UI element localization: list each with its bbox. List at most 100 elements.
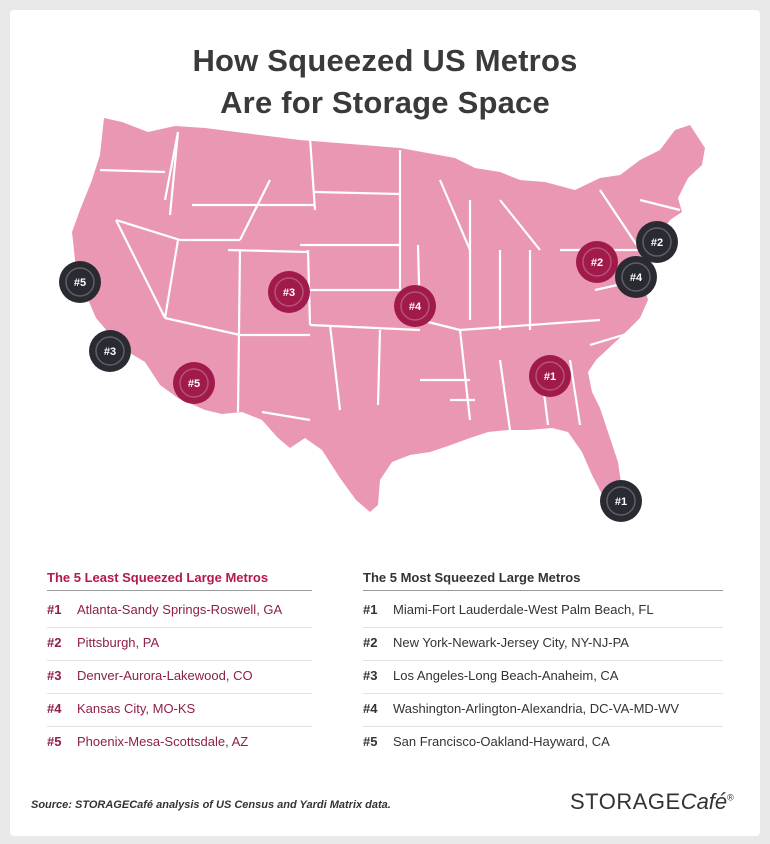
state-border-line <box>163 239 180 319</box>
registered-mark: ® <box>727 792 734 803</box>
marker-label: #5 <box>188 378 200 390</box>
marker-ring <box>268 271 310 313</box>
marker-label: #3 <box>283 287 295 299</box>
source-note: Source: STORAGECafé analysis of US Censu… <box>31 799 391 811</box>
metro-name: Los Angeles-Long Beach-Anaheim, CA <box>393 668 619 683</box>
state-border-line <box>499 199 541 251</box>
most-marker-2: #2 <box>636 221 678 263</box>
metro-name: Phoenix-Mesa-Scottsdale, AZ <box>77 734 249 749</box>
state-border-line <box>376 329 382 406</box>
logo-text-storage: STORAGE <box>570 789 681 814</box>
rank-label: #4 <box>363 701 378 716</box>
state-border-line <box>314 190 401 196</box>
metro-name: Pittsburgh, PA <box>77 635 160 650</box>
metro-name: Kansas City, MO-KS <box>77 701 196 716</box>
list-item: #4 Washington-Arlington-Alexandria, DC-VA… <box>363 694 723 727</box>
state-border-line <box>639 198 681 212</box>
state-border-line <box>328 324 342 411</box>
marker-ring <box>576 241 618 283</box>
state-border-line <box>599 189 641 251</box>
list-item: #3 Los Angeles-Long Beach-Anaheim, CA <box>363 661 723 694</box>
least-squeezed-list: The 5 Least Squeezed Large Metros #1 Atla… <box>47 566 312 759</box>
marker-inner <box>582 247 612 277</box>
least-squeezed-heading: The 5 Least Squeezed Large Metros <box>47 566 312 591</box>
list-item: #1 Atlanta-Sandy Springs-Roswell, GA <box>47 595 312 628</box>
marker-inner <box>179 368 209 398</box>
least-marker-4: #4 <box>394 285 436 327</box>
marker-label: #1 <box>615 496 627 508</box>
rank-label: #3 <box>363 668 378 683</box>
list-item: #3 Denver-Aurora-Lakewood, CO <box>47 661 312 694</box>
rank-label: #1 <box>363 602 378 617</box>
state-border-line <box>115 218 181 242</box>
storagecafe-logo: STORAGECafé® <box>570 789 734 815</box>
title-line-1: How Squeezed US Metros <box>192 43 578 78</box>
state-border-line <box>308 137 317 211</box>
rank-label: #3 <box>47 668 62 683</box>
most-marker-3: #3 <box>89 330 131 372</box>
rank-label: #1 <box>47 602 62 617</box>
state-border-line <box>589 328 641 347</box>
rank-label: #2 <box>47 635 62 650</box>
metro-name: New York-Newark-Jersey City, NY-NJ-PA <box>393 635 629 650</box>
marker-ring <box>59 261 101 303</box>
state-border-line <box>458 329 472 421</box>
metro-markers: #1 #2 #3 #4 #5 #1 #2 #3 #4 #5 <box>59 221 678 522</box>
marker-label: #1 <box>544 371 556 383</box>
rank-label: #5 <box>363 734 378 749</box>
marker-ring <box>529 355 571 397</box>
state-border-line <box>459 318 601 332</box>
state-border-line <box>164 316 241 337</box>
state-border-line <box>309 323 421 332</box>
marker-inner <box>621 262 651 292</box>
metro-name: Washington-Arlington-Alexandria, DC-VA-M… <box>393 701 680 716</box>
most-marker-5: #5 <box>59 261 101 303</box>
marker-inner <box>642 227 672 257</box>
marker-inner <box>65 267 95 297</box>
state-border-line <box>498 359 512 431</box>
state-border-line <box>568 359 582 426</box>
rank-label: #2 <box>363 635 378 650</box>
list-item: #2 Pittsburgh, PA <box>47 628 312 661</box>
title-line-2: Are for Storage Space <box>220 85 550 120</box>
least-marker-5: #5 <box>173 362 215 404</box>
state-border-line <box>227 248 309 254</box>
marker-ring <box>394 285 436 327</box>
us-landmass <box>72 118 705 512</box>
marker-label: #3 <box>104 346 116 358</box>
logo-text-cafe: Café <box>680 789 728 814</box>
state-border-line <box>115 219 166 319</box>
metro-name: Miami-Fort Lauderdale-West Palm Beach, F… <box>393 602 654 617</box>
rank-label: #5 <box>47 734 62 749</box>
state-border-line <box>99 168 166 174</box>
state-border-line <box>168 131 180 216</box>
least-marker-1: #1 <box>529 355 571 397</box>
marker-ring <box>89 330 131 372</box>
metro-name: San Francisco-Oakland-Hayward, CA <box>393 734 610 749</box>
list-item: #5 Phoenix-Mesa-Scottsdale, AZ <box>47 727 312 759</box>
marker-inner <box>274 277 304 307</box>
marker-inner <box>95 336 125 366</box>
rank-label: #4 <box>47 701 62 716</box>
marker-label: #2 <box>651 237 663 249</box>
list-item: #5 San Francisco-Oakland-Hayward, CA <box>363 727 723 759</box>
least-marker-2: #2 <box>576 241 618 283</box>
marker-label: #4 <box>630 272 643 284</box>
most-squeezed-heading: The 5 Most Squeezed Large Metros <box>363 566 723 591</box>
state-borders <box>99 131 681 431</box>
page-title: How Squeezed US Metros Are for Storage S… <box>0 40 770 124</box>
us-map: #1 #2 #3 #4 #5 #1 #2 #3 #4 #5 <box>59 118 705 522</box>
least-marker-3: #3 <box>268 271 310 313</box>
marker-inner <box>535 361 565 391</box>
list-item: #1 Miami-Fort Lauderdale-West Palm Beach,… <box>363 595 723 628</box>
marker-label: #4 <box>409 301 422 313</box>
list-item: #4 Kansas City, MO-KS <box>47 694 312 727</box>
state-border-line <box>261 410 311 422</box>
most-marker-4: #4 <box>615 256 657 298</box>
state-border-line <box>438 179 472 251</box>
most-squeezed-list: The 5 Most Squeezed Large Metros #1 Miami… <box>363 566 723 759</box>
marker-ring <box>615 256 657 298</box>
state-border-line <box>163 131 180 201</box>
state-border-line <box>239 179 271 241</box>
most-marker-1: #1 <box>600 480 642 522</box>
